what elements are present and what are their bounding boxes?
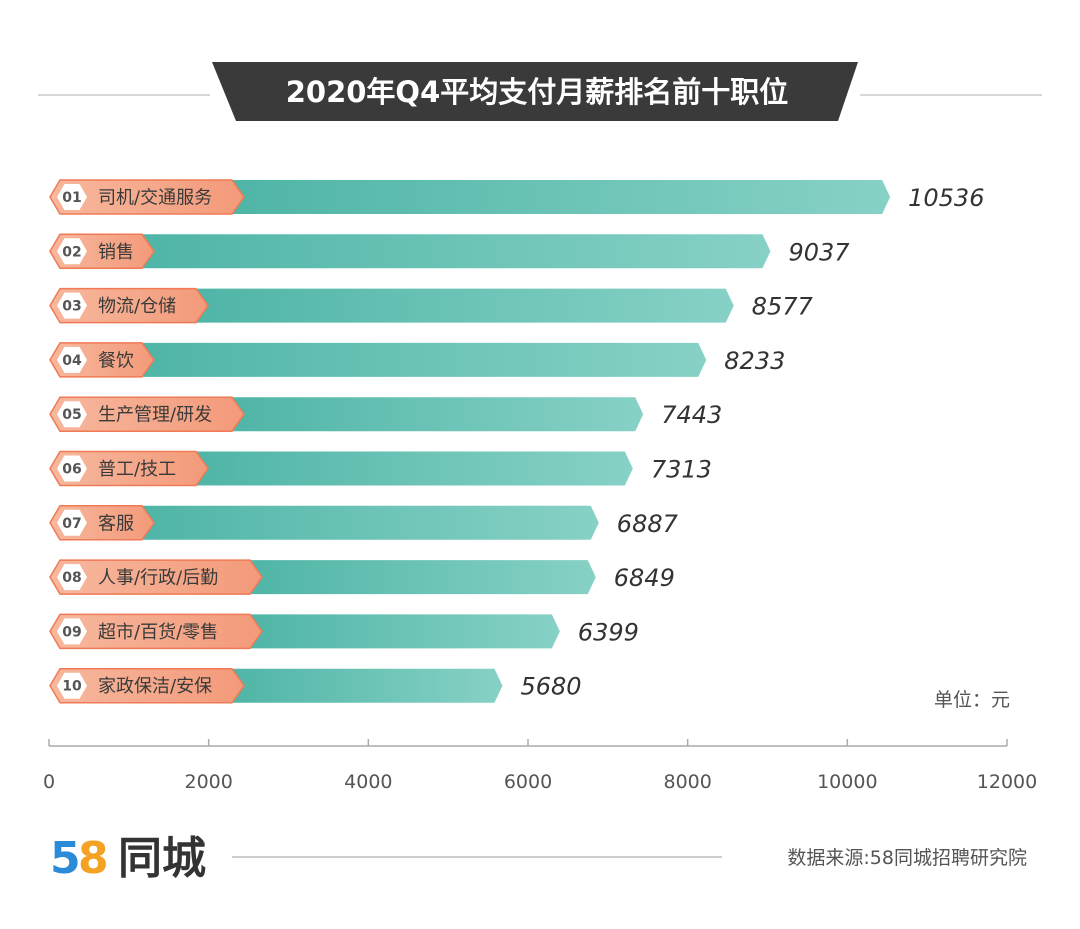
category-label: 超市/百货/零售 xyxy=(98,622,218,643)
x-tick-label: 10000 xyxy=(817,771,877,793)
rank-badge xyxy=(57,509,87,536)
category-label-bg xyxy=(49,396,245,432)
category-label-bg xyxy=(49,450,209,487)
bar-row: 07 客服 6887 xyxy=(49,505,679,541)
rank-number: 08 xyxy=(62,570,81,586)
data-label: 6849 xyxy=(614,564,675,592)
x-axis-ticks: 0 2000 4000 6000 8000 10000 12000 xyxy=(43,739,1037,793)
category-label: 人事/行政/后勤 xyxy=(98,568,218,589)
logo-text: 同城 xyxy=(118,833,206,884)
data-label: 7313 xyxy=(651,456,712,484)
category-label: 生产管理/研发 xyxy=(98,405,212,426)
category-label-bg xyxy=(49,287,209,324)
bars-layer: 01 司机/交通服务 10536 02 销售 9037 03 物流/仓储 8577 04 餐饮 823… xyxy=(49,179,984,704)
category-label-bg xyxy=(49,613,263,650)
title-banner xyxy=(212,62,858,121)
rank-number: 05 xyxy=(62,407,81,423)
bar xyxy=(228,668,503,703)
x-tick-label: 2000 xyxy=(184,771,232,793)
rank-badge xyxy=(57,238,87,265)
category-label: 销售 xyxy=(98,242,134,263)
rank-badge xyxy=(57,292,87,319)
x-tick-label: 12000 xyxy=(977,771,1037,793)
logo-digit-5: 5 xyxy=(50,833,81,884)
rank-badge xyxy=(57,455,87,482)
category-label-bg xyxy=(49,179,245,215)
category-label: 司机/交通服务 xyxy=(98,188,212,209)
rank-badge xyxy=(57,184,87,210)
bar xyxy=(246,560,596,595)
rank-number: 09 xyxy=(62,624,81,640)
rank-number: 01 xyxy=(62,190,81,206)
data-label: 8233 xyxy=(724,347,785,375)
bar xyxy=(138,505,599,540)
bar-row: 10 家政保洁/安保 5680 xyxy=(49,667,582,704)
bar-row: 03 物流/仓储 8577 xyxy=(49,287,814,324)
x-tick-label: 8000 xyxy=(663,771,711,793)
rank-number: 10 xyxy=(62,679,82,695)
x-tick-label: 6000 xyxy=(504,771,552,793)
rank-badge xyxy=(57,672,87,699)
category-label: 家政保洁/安保 xyxy=(98,676,212,697)
unit-label: 单位：元 xyxy=(934,689,1010,711)
rank-number: 02 xyxy=(62,244,81,260)
bar-row: 05 生产管理/研发 7443 xyxy=(49,396,722,432)
bar xyxy=(228,397,644,432)
category-label-bg xyxy=(49,667,245,704)
category-label: 普工/技工 xyxy=(98,459,176,480)
x-tick-label: 0 xyxy=(43,771,55,793)
rank-badge xyxy=(57,346,87,373)
bar-row: 02 销售 9037 xyxy=(49,233,850,270)
rank-badge xyxy=(57,401,87,428)
x-tick-label: 4000 xyxy=(344,771,392,793)
bar-row: 08 人事/行政/后勤 6849 xyxy=(49,559,675,595)
bar xyxy=(246,614,560,649)
bar-row: 09 超市/百货/零售 6399 xyxy=(49,613,639,650)
chart-title: 2020年Q4平均支付月薪排名前十职位 xyxy=(286,75,789,109)
data-label: 7443 xyxy=(661,401,722,429)
brand-logo: 5 8 同城 xyxy=(50,833,206,884)
data-label: 5680 xyxy=(520,673,581,701)
data-label: 6399 xyxy=(578,618,639,646)
data-label: 6887 xyxy=(617,510,679,538)
category-label: 餐饮 xyxy=(98,350,134,371)
rank-number: 06 xyxy=(62,462,81,478)
rank-badge xyxy=(57,618,87,645)
data-label: 9037 xyxy=(788,238,850,266)
category-label: 客服 xyxy=(98,513,134,534)
rank-number: 07 xyxy=(62,516,81,532)
data-label: 10536 xyxy=(908,184,984,212)
bar-row: 04 餐饮 8233 xyxy=(49,342,785,378)
category-label: 物流/仓储 xyxy=(98,296,176,317)
bar-row: 06 普工/技工 7313 xyxy=(49,450,712,487)
bar xyxy=(228,180,891,214)
rank-number: 04 xyxy=(62,353,82,369)
bar-row: 01 司机/交通服务 10536 xyxy=(49,179,984,215)
bar xyxy=(192,451,633,486)
rank-number: 03 xyxy=(62,299,81,315)
bar xyxy=(138,234,771,269)
bar xyxy=(192,288,734,323)
bar xyxy=(138,342,707,377)
data-source: 数据来源:58同城招聘研究院 xyxy=(787,847,1027,869)
data-label: 8577 xyxy=(752,293,814,321)
category-label-bg xyxy=(49,559,263,595)
logo-digit-8: 8 xyxy=(78,833,109,884)
rank-badge xyxy=(57,564,87,591)
